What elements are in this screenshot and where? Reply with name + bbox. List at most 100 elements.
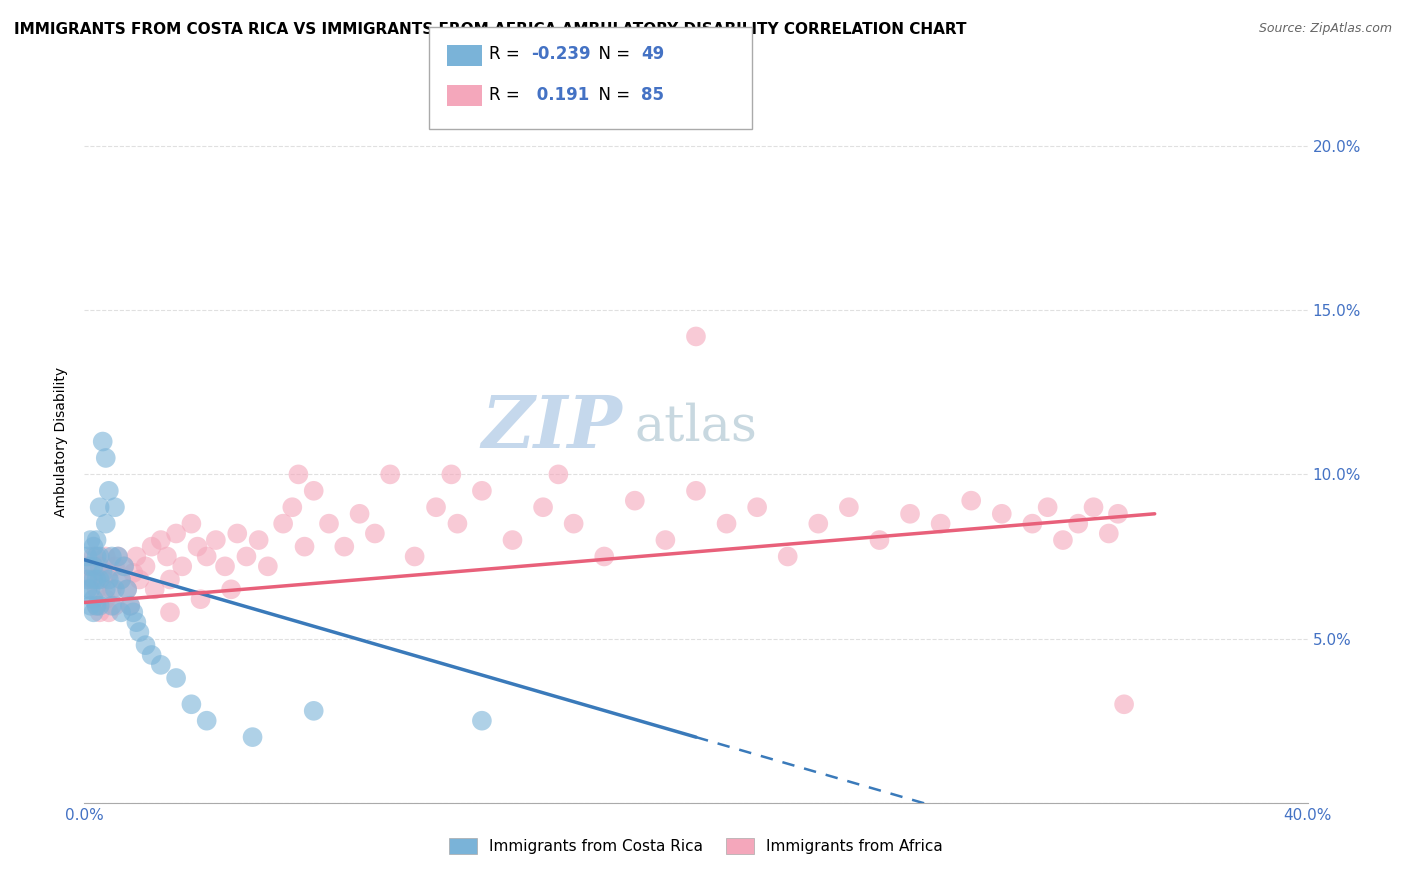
Point <box>440 467 463 482</box>
Point <box>97 483 120 498</box>
Point <box>83 540 105 554</box>
Point <box>349 507 371 521</box>
Point <box>83 592 105 607</box>
Point <box>110 605 132 619</box>
Point <box>172 559 194 574</box>
Point <box>165 526 187 541</box>
Point <box>1036 500 1059 515</box>
Point <box>143 582 166 597</box>
Point <box>624 493 647 508</box>
Point <box>115 582 138 597</box>
Point <box>110 573 132 587</box>
Point <box>195 549 218 564</box>
Point <box>91 566 114 580</box>
Point <box>91 573 114 587</box>
Point <box>86 599 108 613</box>
Point <box>97 566 120 580</box>
Point <box>83 559 105 574</box>
Point <box>79 582 101 597</box>
Point <box>807 516 830 531</box>
Point <box>1098 526 1121 541</box>
Point <box>205 533 228 547</box>
Point <box>97 605 120 619</box>
Point <box>654 533 676 547</box>
Point <box>101 549 124 564</box>
Point <box>159 573 181 587</box>
Point <box>471 483 494 498</box>
Point <box>128 625 150 640</box>
Point <box>94 516 117 531</box>
Point <box>83 549 105 564</box>
Text: IMMIGRANTS FROM COSTA RICA VS IMMIGRANTS FROM AFRICA AMBULATORY DISABILITY CORRE: IMMIGRANTS FROM COSTA RICA VS IMMIGRANTS… <box>14 22 966 37</box>
Point <box>380 467 402 482</box>
Point <box>1052 533 1074 547</box>
Point <box>562 516 585 531</box>
Point <box>1114 698 1136 712</box>
Text: ZIP: ZIP <box>482 392 623 463</box>
Point <box>531 500 554 515</box>
Point <box>593 549 616 564</box>
Point <box>125 549 148 564</box>
Text: R =: R = <box>489 45 526 63</box>
Point <box>91 434 114 449</box>
Point <box>79 573 101 587</box>
Point <box>89 500 111 515</box>
Point <box>89 559 111 574</box>
Point <box>776 549 799 564</box>
Point <box>471 714 494 728</box>
Point <box>120 599 142 613</box>
Point <box>219 582 242 597</box>
Point <box>107 549 129 564</box>
Point <box>302 704 325 718</box>
Text: -0.239: -0.239 <box>531 45 591 63</box>
Point <box>425 500 447 515</box>
Point <box>333 540 356 554</box>
Text: 49: 49 <box>641 45 665 63</box>
Point <box>165 671 187 685</box>
Point <box>1021 516 1043 531</box>
Point <box>716 516 738 531</box>
Point <box>898 507 921 521</box>
Point <box>180 698 202 712</box>
Point <box>86 549 108 564</box>
Point <box>747 500 769 515</box>
Point <box>960 493 983 508</box>
Point <box>190 592 212 607</box>
Point <box>76 582 98 597</box>
Point <box>195 714 218 728</box>
Point <box>869 533 891 547</box>
Text: 0.191: 0.191 <box>531 86 589 103</box>
Point <box>180 516 202 531</box>
Text: atlas: atlas <box>636 402 758 452</box>
Point <box>104 599 127 613</box>
Point <box>281 500 304 515</box>
Point <box>502 533 524 547</box>
Point <box>404 549 426 564</box>
Point <box>107 549 129 564</box>
Point <box>838 500 860 515</box>
Point <box>83 573 105 587</box>
Point <box>991 507 1014 521</box>
Point <box>235 549 257 564</box>
Point <box>1083 500 1105 515</box>
Y-axis label: Ambulatory Disability: Ambulatory Disability <box>55 367 69 516</box>
Point <box>929 516 952 531</box>
Point <box>149 657 172 672</box>
Point <box>156 549 179 564</box>
Point <box>547 467 569 482</box>
Point <box>115 582 138 597</box>
Text: R =: R = <box>489 86 526 103</box>
Point <box>1107 507 1129 521</box>
Point <box>110 573 132 587</box>
Point <box>86 599 108 613</box>
Point <box>685 329 707 343</box>
Point <box>76 549 98 564</box>
Point <box>214 559 236 574</box>
Point <box>104 582 127 597</box>
Point <box>141 540 163 554</box>
Point <box>112 559 135 574</box>
Text: Source: ZipAtlas.com: Source: ZipAtlas.com <box>1258 22 1392 36</box>
Point <box>128 573 150 587</box>
Point <box>186 540 208 554</box>
Point <box>318 516 340 531</box>
